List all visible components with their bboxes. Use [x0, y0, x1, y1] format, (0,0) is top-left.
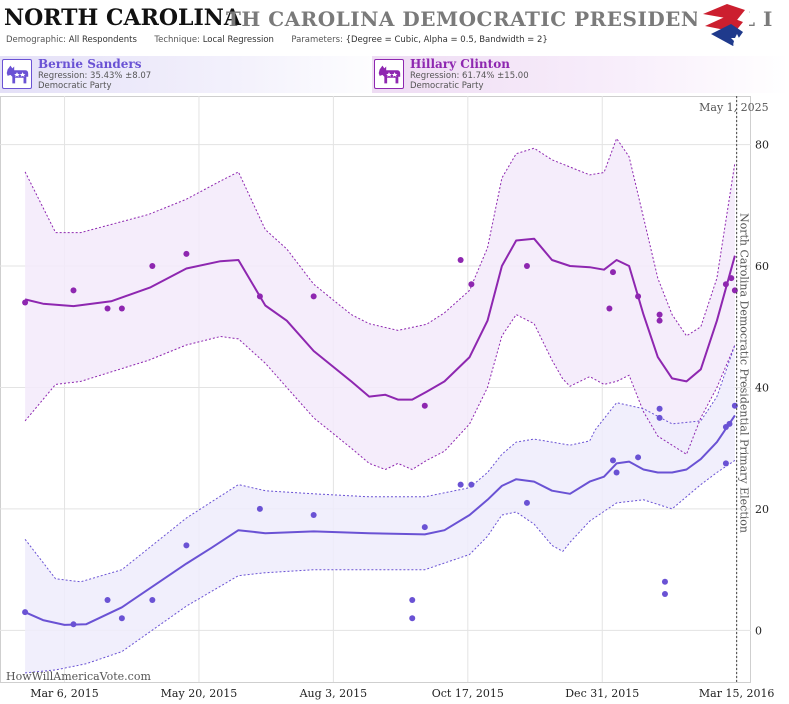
bernie-sanders-poll-point: [421, 524, 428, 531]
y-tick-label: 0: [755, 624, 762, 637]
candidate-name: Hillary Clinton: [410, 57, 510, 71]
hillary-clinton-poll-point: [22, 299, 29, 306]
hillary-clinton-poll-point: [722, 281, 729, 288]
state-title: NORTH CAROLINA: [4, 5, 241, 31]
hillary-clinton-lower-bound: [24, 313, 736, 471]
hillary-clinton-trend-line: [24, 237, 736, 401]
regression-chart: May 1, 2025 North Carolina Democratic Pre…: [0, 96, 774, 700]
candidate-regression: Regression: 61.74% ±15.00: [410, 71, 529, 81]
bernie-sanders-poll-point: [183, 542, 190, 549]
flag-logo-icon: [697, 0, 749, 52]
bernie-sanders-poll-point: [523, 499, 530, 506]
bernie-sanders-poll-point: [409, 597, 416, 604]
hillary-clinton-poll-point: [310, 293, 317, 300]
poll-points: [22, 250, 738, 628]
bernie-sanders-poll-point: [457, 481, 464, 488]
bernie-sanders-poll-point: [656, 405, 663, 412]
hillary-clinton-poll-point: [656, 317, 663, 324]
hillary-clinton-poll-point: [523, 263, 530, 270]
x-tick-label: Oct 17, 2015: [432, 687, 504, 700]
candidate-party: Democratic Party: [410, 81, 484, 91]
bernie-sanders-poll-point: [310, 512, 317, 519]
trend-lines: [24, 237, 736, 626]
hillary-clinton-poll-point: [183, 250, 190, 257]
bernie-sanders-poll-point: [722, 460, 729, 467]
hillary-clinton-poll-point: [104, 305, 111, 312]
chart-parameters: Demographic: All Respondents Technique: …: [6, 35, 548, 45]
hillary-clinton-poll-point: [635, 293, 642, 300]
candidate-regression: Regression: 35.43% ±8.07: [38, 71, 152, 81]
bernie-sanders-poll-point: [468, 481, 475, 488]
bernie-sanders-poll-point: [70, 621, 77, 628]
y-tick-label: 40: [755, 381, 769, 394]
legend-bernie-sanders: Bernie Sanders Regression: 35.43% ±8.07 …: [0, 56, 395, 93]
bernie-sanders-poll-point: [256, 505, 263, 512]
bernie-sanders-poll-point: [149, 597, 156, 604]
chart-header: NORTH CAROLINA TH CAROLINA DEMOCRATIC PR…: [0, 0, 789, 56]
bernie-sanders-trend-line: [24, 414, 736, 626]
hillary-clinton-poll-point: [256, 293, 263, 300]
demographic-value: All Respondents: [68, 35, 137, 45]
election-marker: May 1, 2025 North Carolina Democratic Pre…: [699, 96, 769, 682]
plot-frame: [0, 96, 751, 683]
bernie-sanders-poll-point: [409, 615, 416, 622]
hillary-clinton-poll-point: [606, 305, 613, 312]
y-tick-label: 20: [755, 503, 769, 516]
candidate-party: Democratic Party: [38, 81, 112, 91]
hillary-clinton-poll-point: [728, 275, 735, 282]
bernie-sanders-confidence-band: [25, 345, 735, 673]
parameters-value: {Degree = Cubic, Alpha = 0.5, Bandwidth …: [345, 35, 548, 45]
current-date-label: May 1, 2025: [699, 101, 769, 114]
x-tick-label: Mar 15, 2016: [699, 687, 775, 700]
candidate-name: Bernie Sanders: [38, 57, 142, 71]
democratic-donkey-icon: [374, 59, 404, 89]
bernie-sanders-poll-point: [613, 469, 620, 476]
y-tick-label: 80: [755, 139, 769, 152]
x-tick-label: Dec 31, 2015: [565, 687, 639, 700]
y-axis-ticks: 0 20 40 60 80: [755, 139, 769, 638]
hillary-clinton-poll-point: [70, 287, 77, 294]
bernie-sanders-poll-point: [118, 615, 125, 622]
hillary-clinton-poll-point: [421, 402, 428, 409]
election-label: North Carolina Democratic Presidential P…: [738, 213, 751, 533]
hillary-clinton-confidence-band: [25, 138, 735, 470]
bernie-sanders-poll-point: [726, 420, 733, 427]
hillary-clinton-poll-point: [656, 311, 663, 318]
bernie-sanders-poll-point: [22, 609, 29, 616]
hillary-clinton-poll-point: [457, 256, 464, 263]
bernie-sanders-poll-point: [104, 597, 111, 604]
bernie-sanders-poll-point: [635, 454, 642, 461]
bernie-sanders-upper-bound: [24, 344, 736, 583]
bernie-sanders-poll-point: [661, 578, 668, 585]
watermark: HowWillAmericaVote.com: [6, 670, 151, 683]
hillary-clinton-upper-bound: [24, 137, 736, 337]
hillary-clinton-poll-point: [468, 281, 475, 288]
x-axis-ticks: Mar 6, 2015 May 20, 2015 Aug 3, 2015 Oct 17…: [30, 687, 774, 700]
hillary-clinton-poll-point: [118, 305, 125, 312]
hillary-clinton-poll-point: [149, 263, 156, 270]
legend-hillary-clinton: Hillary Clinton Regression: 61.74% ±15.0…: [372, 56, 789, 93]
bernie-sanders-poll-point: [609, 457, 616, 464]
hillary-clinton-poll-point: [609, 269, 616, 276]
democratic-donkey-icon: [2, 59, 32, 89]
bernie-sanders-poll-point: [661, 590, 668, 597]
x-tick-label: May 20, 2015: [161, 687, 238, 700]
chart-title: TH CAROLINA DEMOCRATIC PRESIDENTIAL I: [226, 7, 773, 31]
demographic-key: Demographic:: [6, 35, 67, 45]
parameters-key: Parameters:: [291, 35, 343, 45]
y-tick-label: 60: [755, 260, 769, 273]
bernie-sanders-lower-bound: [25, 459, 736, 674]
x-tick-label: Mar 6, 2015: [30, 687, 99, 700]
technique-key: Technique:: [154, 35, 201, 45]
x-tick-label: Aug 3, 2015: [299, 687, 368, 700]
bernie-sanders-poll-point: [656, 414, 663, 421]
technique-value: Local Regression: [202, 35, 274, 45]
confidence-bands: [24, 137, 736, 674]
